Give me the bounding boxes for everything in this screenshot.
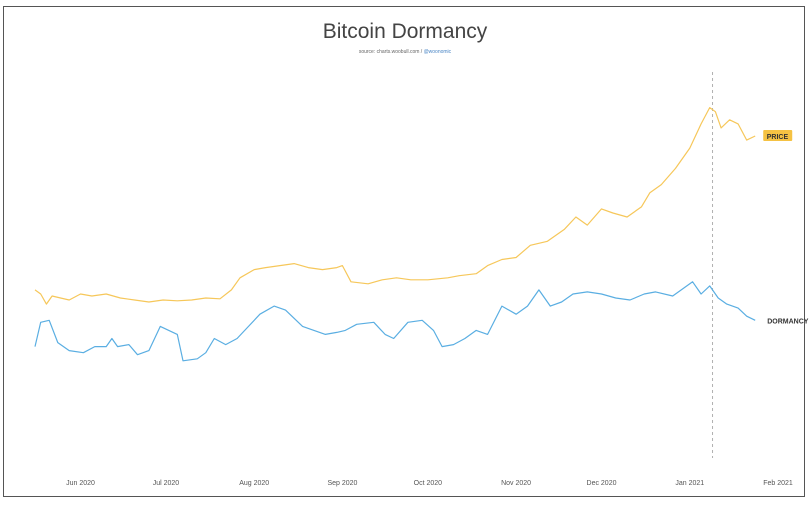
x-tick-label: Jul 2020 [153, 480, 180, 487]
price-series-label: PRICE [767, 134, 789, 141]
chart-source: source: charts.woobull.com / @woonomic [0, 49, 810, 55]
x-tick-label: Feb 2021 [763, 480, 793, 487]
price-series-line [34, 106, 756, 305]
x-tick-label: Nov 2020 [501, 480, 531, 487]
x-tick-label: Dec 2020 [587, 480, 617, 487]
dormancy-series-line [34, 281, 756, 362]
x-tick-label: Jan 2021 [675, 480, 704, 487]
x-tick-label: Jun 2020 [66, 480, 95, 487]
chart-frame [3, 6, 805, 497]
price-label-badge [763, 130, 793, 141]
x-tick-label: Sep 2020 [327, 480, 357, 487]
source-text: source: charts.woobull.com / [358, 49, 424, 55]
source-handle: @woonomic [423, 49, 452, 55]
x-tick-label: Oct 2020 [414, 480, 443, 487]
chart-title: Bitcoin Dormancy [322, 20, 488, 43]
x-tick-label: Aug 2020 [239, 480, 269, 487]
dormancy-series-label: DORMANCY [767, 318, 809, 325]
